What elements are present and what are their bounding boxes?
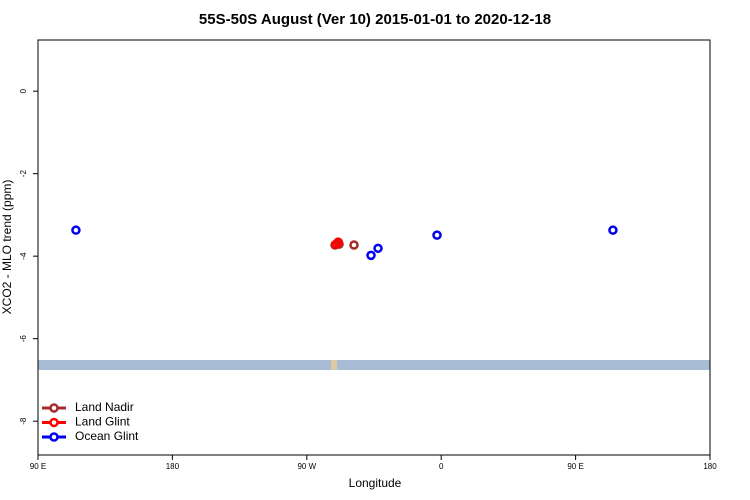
x-tick-label: 90 E [567, 462, 583, 471]
point [432, 230, 442, 240]
point [349, 240, 359, 250]
x-tick-label: 180 [166, 462, 180, 471]
point [373, 243, 383, 254]
y-tick-label: 0 [19, 88, 28, 93]
y-tick-label: -4 [19, 252, 28, 260]
y-tick-label: -2 [19, 170, 28, 178]
point [71, 225, 81, 235]
legend-marker [49, 403, 59, 413]
point [608, 225, 618, 235]
land-patch [331, 360, 337, 370]
y-tick-label: -6 [19, 335, 28, 343]
x-axis-label: Longitude [349, 476, 402, 490]
chart-title: 55S-50S August (Ver 10) 2015-01-01 to 20… [199, 11, 551, 28]
legend-marker [49, 417, 59, 428]
legend-label: Land Nadir [75, 400, 134, 414]
x-tick-label: 0 [439, 462, 444, 471]
legend-marker [49, 432, 59, 442]
legend-label: Ocean Glint [75, 429, 139, 443]
plot-frame [37, 39, 711, 456]
x-tick-label: 90 E [30, 462, 46, 471]
y-tick-label: -8 [19, 417, 28, 425]
point [366, 250, 376, 261]
y-axis-label: XCO2 - MLO trend (ppm) [0, 180, 14, 315]
legend-label: Land Glint [75, 415, 130, 429]
x-tick-label: 90 W [297, 462, 316, 471]
point [333, 237, 343, 247]
x-tick-label: 180 [703, 462, 717, 471]
map-strip [38, 360, 710, 370]
